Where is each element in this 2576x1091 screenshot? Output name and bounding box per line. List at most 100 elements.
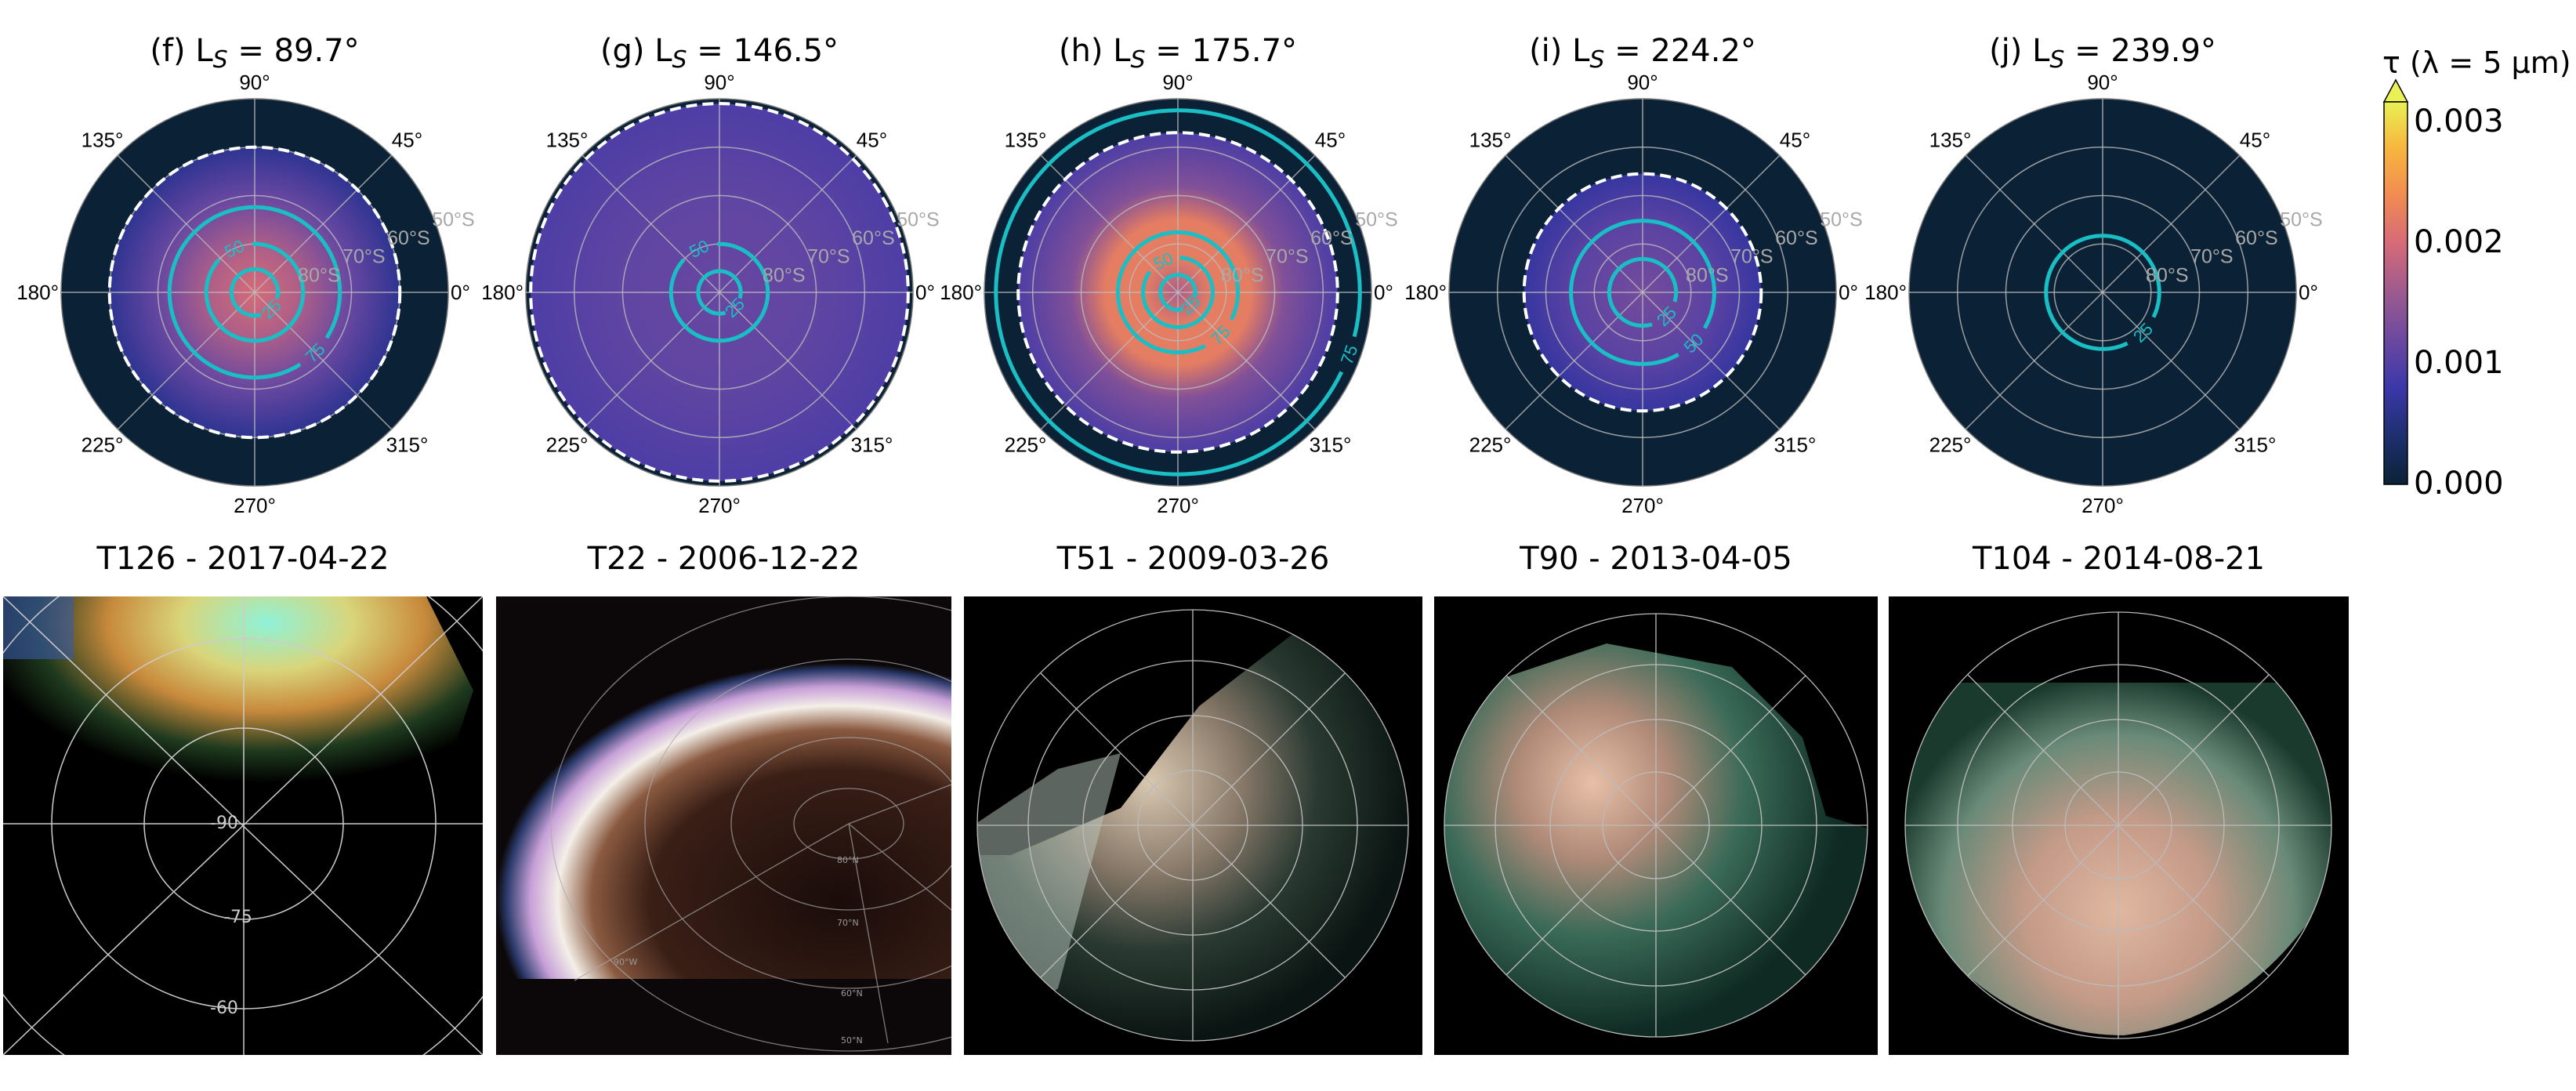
image-grid [550, 596, 951, 1052]
image-title-t51: T51 - 2009-03-26 [1056, 541, 1330, 577]
longitude-gridline [1965, 154, 2241, 430]
panel-title: (j) LS = 239.9° [1989, 33, 2216, 74]
contour-line [696, 269, 743, 316]
grid-label: 80°N [837, 855, 859, 865]
grid-label: 70°N [837, 918, 859, 928]
title-subscript: S [1589, 46, 1604, 74]
longitude-tick-label: 90° [1627, 71, 1658, 94]
longitude-tick-label: 90° [239, 71, 270, 94]
longitude-tick-label: 270° [1621, 494, 1664, 517]
grid-label: -75 [224, 908, 252, 927]
contour-line [1141, 256, 1215, 329]
panel-title: (i) LS = 224.2° [1529, 33, 1756, 74]
grid-label: 60°N [841, 988, 863, 999]
longitude-tick-label: 180° [481, 281, 524, 304]
title-prefix: (g) L [600, 33, 672, 69]
longitude-tick-label: 0° [1374, 281, 1393, 304]
longitude-tick-label: 225° [1005, 433, 1047, 456]
longitude-tick-label: 45° [857, 129, 887, 152]
colorbar-tick-0.003: 0.003 [2414, 103, 2504, 140]
image-title-t104: T104 - 2014-08-21 [1972, 541, 2266, 577]
longitude-tick-label: 180° [940, 281, 982, 304]
title-prefix: (f) L [150, 33, 213, 69]
longitude-tick-label: 225° [546, 433, 589, 456]
longitude-tick-label: 225° [1929, 433, 1972, 456]
latitude-tick-label: 60°S [1310, 227, 1353, 249]
image-t51 [964, 596, 1422, 1055]
grid-label: 50°N [841, 1035, 863, 1046]
data-boundary [1522, 172, 1763, 413]
title-suffix: = 239.9° [2064, 33, 2216, 69]
longitude-tick-label: 135° [1929, 129, 1972, 152]
longitude-tick-label: 315° [851, 433, 893, 456]
colorbar-label: τ (λ = 5 μm) [2382, 45, 2571, 80]
longitude-tick-label: 270° [234, 494, 276, 517]
colorbar-bar [2383, 101, 2408, 485]
colorbar-tick-0.001: 0.001 [2414, 345, 2504, 381]
latitude-tick-label: 50°S [1820, 208, 1862, 230]
longitude-tick-label: 180° [1864, 281, 1907, 304]
image-title-t126: T126 - 2017-04-22 [96, 541, 389, 577]
longitude-gridline [117, 154, 393, 430]
polar-panel-f: (f) LS = 89.7°25507580°S70°S60°S50°S90°1… [16, 33, 474, 517]
longitude-tick-label: 270° [1157, 494, 1199, 517]
title-subscript: S [213, 46, 228, 74]
longitude-tick-label: 270° [2081, 494, 2124, 517]
longitude-tick-label: 0° [1839, 281, 1858, 304]
contour-line [668, 241, 770, 343]
longitude-tick-label: 90° [1162, 71, 1193, 94]
latitude-tick-label: 60°S [387, 227, 429, 249]
latitude-tick-label: 80°S [1686, 264, 1728, 286]
title-prefix: (i) L [1529, 33, 1590, 69]
latitude-tick-label: 70°S [807, 246, 850, 268]
grid-label: -90 [210, 814, 238, 833]
longitude-tick-label: 45° [1780, 129, 1810, 152]
image-title-t22: T22 - 2006-12-22 [587, 541, 860, 577]
title-prefix: (h) L [1059, 33, 1131, 69]
latitude-tick-label: 50°S [432, 208, 474, 230]
title-suffix: = 224.2° [1604, 33, 1755, 69]
colorbar-tick-0.002: 0.002 [2414, 224, 2504, 260]
grid-label: 90°W [614, 957, 637, 967]
longitude-tick-label: 180° [1404, 281, 1447, 304]
longitude-tick-label: 45° [392, 129, 422, 152]
latitude-tick-label: 80°S [763, 264, 805, 286]
longitude-tick-label: 270° [698, 494, 741, 517]
longitude-gridline [1040, 154, 1316, 430]
latitude-tick-label: 80°S [298, 264, 340, 286]
longitude-tick-label: 225° [82, 433, 124, 456]
latitude-tick-label: 50°S [2280, 208, 2322, 230]
polar-maps: (f) LS = 89.7°25507580°S70°S60°S50°S90°1… [16, 33, 2322, 517]
longitude-tick-label: 45° [1315, 129, 1346, 152]
polar-panel-i: (i) LS = 224.2°255080°S70°S60°S50°S90°13… [1404, 33, 1862, 517]
polar-panel-h: (h) LS = 175.7°2550757580°S70°S60°S50°S9… [940, 33, 1397, 517]
contour-line [1607, 256, 1679, 328]
title-suffix: = 89.7° [228, 33, 360, 69]
grid-label: -60 [210, 999, 238, 1018]
image-grid [1444, 613, 1868, 1038]
image-grid [976, 609, 1409, 1042]
cloud-region [3, 596, 483, 863]
latitude-tick-label: 80°S [2146, 264, 2188, 286]
longitude-tick-label: 90° [2087, 71, 2118, 94]
colorbar-tick-0.000: 0.000 [2414, 466, 2504, 502]
panel-title: (f) LS = 89.7° [150, 33, 359, 74]
longitude-tick-label: 315° [1774, 433, 1817, 456]
latitude-tick-label: 60°S [2235, 227, 2277, 249]
longitude-tick-label: 315° [2234, 433, 2277, 456]
latitude-tick-label: 70°S [1266, 246, 1308, 268]
latitude-tick-label: 70°S [1730, 246, 1773, 268]
titan-limb [496, 663, 951, 979]
latitude-tick-label: 60°S [1775, 227, 1817, 249]
longitude-tick-label: 0° [915, 281, 935, 304]
longitude-tick-label: 315° [386, 433, 429, 456]
contour-line [994, 108, 1362, 477]
contour-line [1158, 273, 1197, 312]
colorbar-extend-arrow [2382, 78, 2409, 103]
image-grid [3, 596, 483, 1055]
longitude-tick-label: 0° [451, 281, 470, 304]
title-prefix: (j) L [1989, 33, 2050, 69]
title-subscript: S [672, 46, 687, 74]
image-title-t90: T90 - 2013-04-05 [1520, 541, 1792, 577]
title-suffix: = 146.5° [687, 33, 839, 69]
